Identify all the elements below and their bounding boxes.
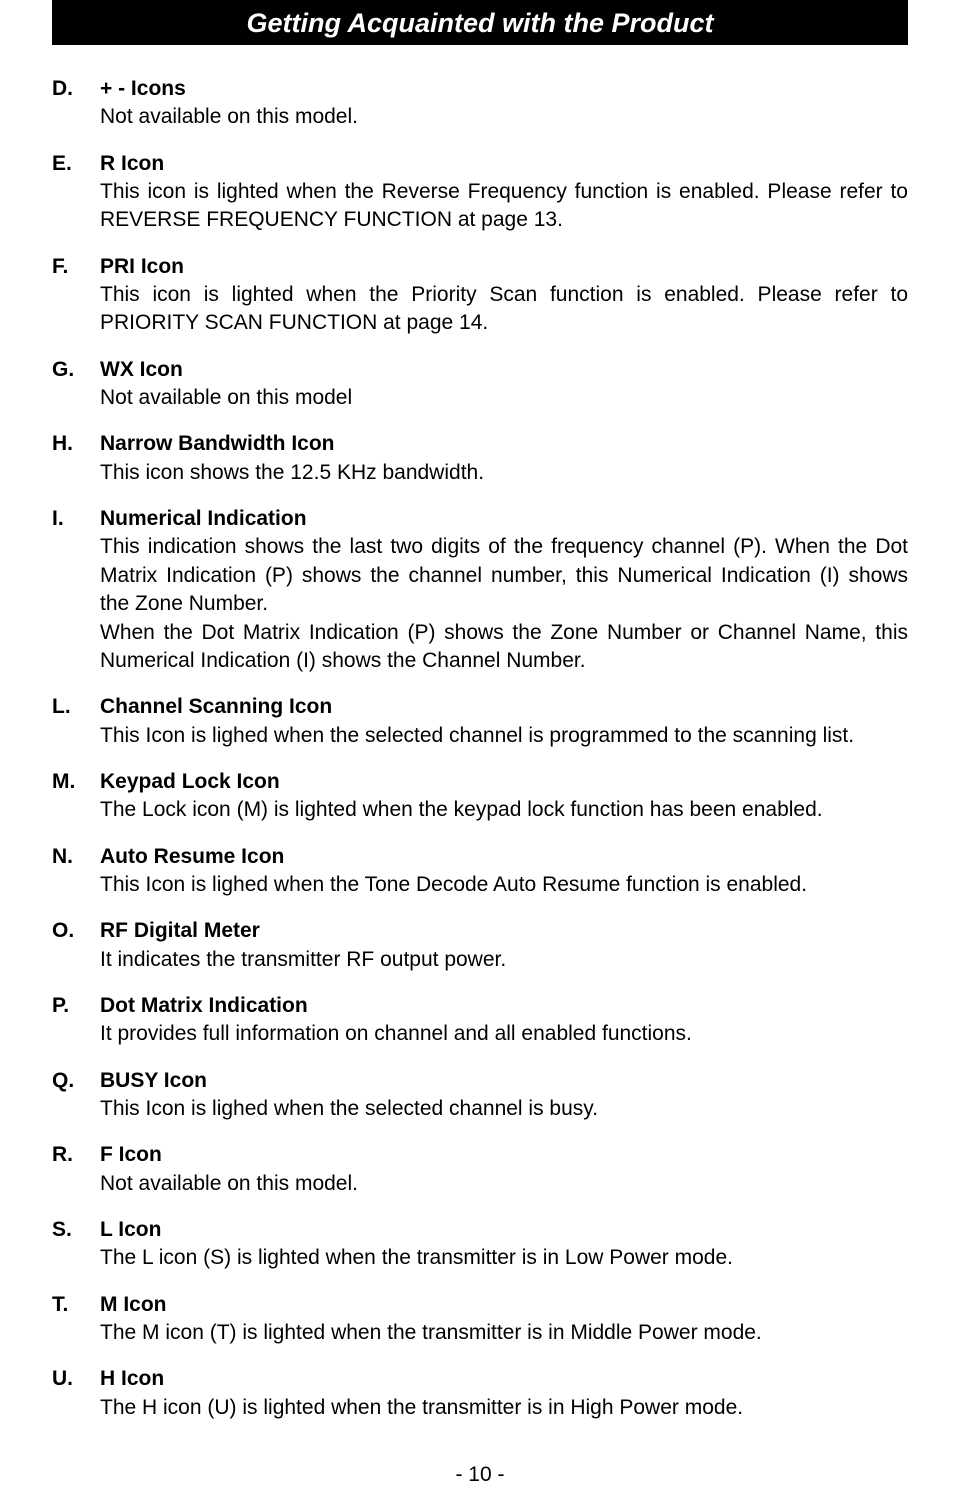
item-description: This Icon is lighed when the selected ch… <box>100 1095 908 1123</box>
list-item: O.RF Digital MeterIt indicates the trans… <box>52 917 908 974</box>
item-title: M Icon <box>100 1291 908 1319</box>
list-item: G.WX IconNot available on this model <box>52 356 908 413</box>
item-letter: E. <box>52 150 100 235</box>
item-letter: R. <box>52 1141 100 1198</box>
item-letter: F. <box>52 253 100 338</box>
item-title: Auto Resume Icon <box>100 843 908 871</box>
list-item: R.F IconNot available on this model. <box>52 1141 908 1198</box>
item-title: L Icon <box>100 1216 908 1244</box>
list-item: F.PRI IconThis icon is lighted when the … <box>52 253 908 338</box>
item-letter: O. <box>52 917 100 974</box>
list-item: P.Dot Matrix IndicationIt provides full … <box>52 992 908 1049</box>
item-letter: H. <box>52 430 100 487</box>
list-item: H.Narrow Bandwidth IconThis icon shows t… <box>52 430 908 487</box>
item-body: Keypad Lock IconThe Lock icon (M) is lig… <box>100 768 908 825</box>
item-letter: T. <box>52 1291 100 1348</box>
item-description: This icon shows the 12.5 KHz bandwidth. <box>100 459 908 487</box>
page-header-title: Getting Acquainted with the Product <box>247 8 714 38</box>
item-body: Channel Scanning IconThis Icon is lighed… <box>100 693 908 750</box>
item-body: M IconThe M icon (T) is lighted when the… <box>100 1291 908 1348</box>
item-letter: G. <box>52 356 100 413</box>
item-body: WX IconNot available on this model <box>100 356 908 413</box>
item-description: This icon is lighted when the Reverse Fr… <box>100 178 908 235</box>
item-body: F IconNot available on this model. <box>100 1141 908 1198</box>
item-title: PRI Icon <box>100 253 908 281</box>
item-description: This Icon is lighed when the selected ch… <box>100 722 908 750</box>
item-letter: N. <box>52 843 100 900</box>
item-letter: U. <box>52 1365 100 1422</box>
page-footer: - 10 - <box>0 1463 960 1487</box>
item-title: Channel Scanning Icon <box>100 693 908 721</box>
item-title: + - Icons <box>100 75 908 103</box>
list-item: T.M IconThe M icon (T) is lighted when t… <box>52 1291 908 1348</box>
item-letter: P. <box>52 992 100 1049</box>
item-title: Numerical Indication <box>100 505 908 533</box>
item-body: RF Digital MeterIt indicates the transmi… <box>100 917 908 974</box>
item-title: H Icon <box>100 1365 908 1393</box>
item-description: This icon is lighted when the Priority S… <box>100 281 908 338</box>
item-body: PRI IconThis icon is lighted when the Pr… <box>100 253 908 338</box>
item-description: Not available on this model <box>100 384 908 412</box>
page-number: - 10 - <box>455 1463 504 1486</box>
item-title: BUSY Icon <box>100 1067 908 1095</box>
page-header: Getting Acquainted with the Product <box>52 2 908 45</box>
item-description: Not available on this model. <box>100 103 908 131</box>
item-description: The Lock icon (M) is lighted when the ke… <box>100 796 908 824</box>
list-item: D.+ - IconsNot available on this model. <box>52 75 908 132</box>
item-title: Narrow Bandwidth Icon <box>100 430 908 458</box>
item-body: Numerical IndicationThis indication show… <box>100 505 908 675</box>
item-letter: Q. <box>52 1067 100 1124</box>
item-title: Dot Matrix Indication <box>100 992 908 1020</box>
item-description: Not available on this model. <box>100 1170 908 1198</box>
item-body: BUSY IconThis Icon is lighed when the se… <box>100 1067 908 1124</box>
item-letter: S. <box>52 1216 100 1273</box>
item-title: R Icon <box>100 150 908 178</box>
item-description: This indication shows the last two digit… <box>100 533 908 675</box>
item-description: The H icon (U) is lighted when the trans… <box>100 1394 908 1422</box>
item-body: Narrow Bandwidth IconThis icon shows the… <box>100 430 908 487</box>
item-title: RF Digital Meter <box>100 917 908 945</box>
item-body: + - IconsNot available on this model. <box>100 75 908 132</box>
item-body: R IconThis icon is lighted when the Reve… <box>100 150 908 235</box>
item-body: Dot Matrix IndicationIt provides full in… <box>100 992 908 1049</box>
item-letter: L. <box>52 693 100 750</box>
list-item: N.Auto Resume IconThis Icon is lighed wh… <box>52 843 908 900</box>
item-description: It provides full information on channel … <box>100 1020 908 1048</box>
item-title: WX Icon <box>100 356 908 384</box>
item-letter: I. <box>52 505 100 675</box>
list-item: L.Channel Scanning IconThis Icon is ligh… <box>52 693 908 750</box>
list-item: Q.BUSY IconThis Icon is lighed when the … <box>52 1067 908 1124</box>
list-item: S.L IconThe L icon (S) is lighted when t… <box>52 1216 908 1273</box>
item-description: The L icon (S) is lighted when the trans… <box>100 1244 908 1272</box>
item-description: The M icon (T) is lighted when the trans… <box>100 1319 908 1347</box>
item-title: F Icon <box>100 1141 908 1169</box>
list-item: U.H IconThe H icon (U) is lighted when t… <box>52 1365 908 1422</box>
list-item: I.Numerical IndicationThis indication sh… <box>52 505 908 675</box>
content-list: D.+ - IconsNot available on this model.E… <box>0 45 960 1422</box>
item-description: It indicates the transmitter RF output p… <box>100 946 908 974</box>
list-item: M.Keypad Lock IconThe Lock icon (M) is l… <box>52 768 908 825</box>
item-body: Auto Resume IconThis Icon is lighed when… <box>100 843 908 900</box>
item-body: H IconThe H icon (U) is lighted when the… <box>100 1365 908 1422</box>
item-description: This Icon is lighed when the Tone Decode… <box>100 871 908 899</box>
item-letter: M. <box>52 768 100 825</box>
item-title: Keypad Lock Icon <box>100 768 908 796</box>
list-item: E.R IconThis icon is lighted when the Re… <box>52 150 908 235</box>
item-body: L IconThe L icon (S) is lighted when the… <box>100 1216 908 1273</box>
item-letter: D. <box>52 75 100 132</box>
